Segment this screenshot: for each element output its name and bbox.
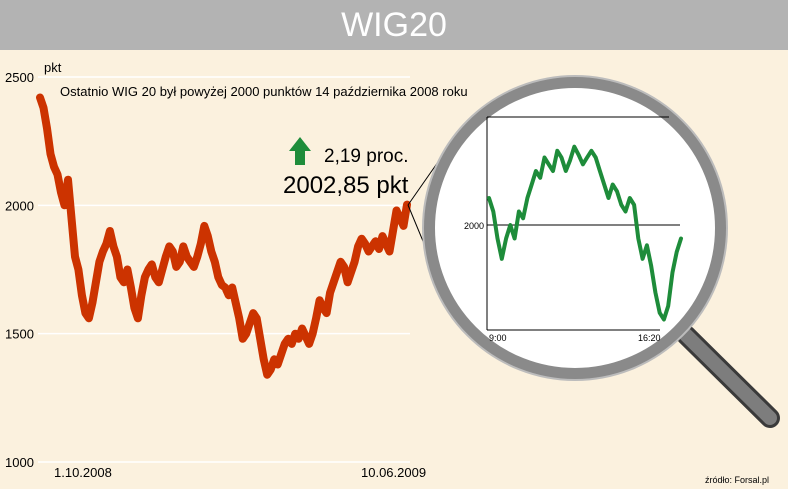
magnifier-lens xyxy=(423,76,727,380)
intraday-x-start: 9:00 xyxy=(489,333,507,343)
intraday-ytick: 2000 xyxy=(464,221,484,231)
title-bar: WIG20 xyxy=(0,0,788,50)
y-tick-label: 2500 xyxy=(5,70,34,85)
up-arrow-icon xyxy=(289,137,311,165)
y-tick-label: 2000 xyxy=(5,198,34,213)
y-axis-label: pkt xyxy=(44,60,62,75)
intraday-x-end: 16:20 xyxy=(638,333,661,343)
change-label: 2,19 proc. xyxy=(324,146,409,167)
magnifier-rim-outer xyxy=(422,75,728,381)
source-label: źródło: Forsal.pl xyxy=(705,475,769,485)
y-axis-ticks: 2500 2000 1500 1000 xyxy=(5,70,34,470)
x-label-end: 10.06.2009 xyxy=(361,465,426,480)
callout-line-top xyxy=(407,161,439,206)
annotation-text: Ostatnio WIG 20 był powyżej 2000 punktów… xyxy=(60,84,468,99)
last-value-label: 2002,85 pkt xyxy=(283,172,409,199)
chart-title: WIG20 xyxy=(341,6,447,44)
y-tick-label: 1000 xyxy=(5,455,34,470)
grid-lines xyxy=(38,76,410,463)
magnifier-handle-inner xyxy=(679,328,777,425)
y-tick-label: 1500 xyxy=(5,327,34,342)
series-line xyxy=(36,93,411,379)
intraday-series-line xyxy=(487,144,683,322)
x-label-start: 1.10.2008 xyxy=(54,465,112,480)
